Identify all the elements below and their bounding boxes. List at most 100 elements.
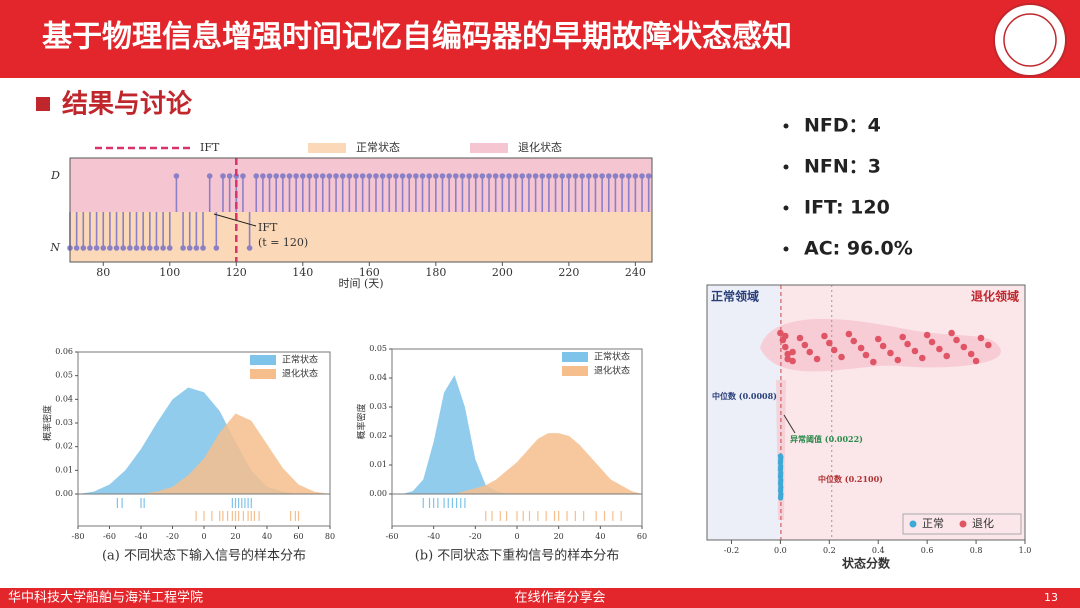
stem-marker (127, 245, 133, 251)
y-tick-label: 0.01 (55, 465, 73, 474)
score-point (948, 329, 955, 337)
x-tick-label: 0 (514, 532, 519, 541)
score-point (781, 343, 789, 351)
score-point (778, 470, 784, 476)
stem-marker (366, 173, 373, 179)
stem-marker (253, 173, 260, 179)
score-point (943, 352, 951, 360)
score-point (936, 345, 943, 353)
stem-marker (552, 173, 559, 179)
legend-dot (909, 520, 917, 528)
y-category: N (49, 241, 60, 254)
score-point (967, 350, 975, 358)
x-tick-label: 220 (558, 266, 579, 279)
degraded-band (70, 158, 652, 212)
stem-marker (605, 173, 612, 179)
x-axis-label: 状态分数 (842, 556, 891, 571)
stem-marker (313, 173, 319, 179)
stem-marker (80, 245, 87, 251)
legend-swatch (250, 355, 276, 365)
legend-swatch (470, 143, 508, 153)
stem-marker (619, 173, 625, 179)
stem-marker (639, 173, 645, 179)
y-tick-label: 0.03 (369, 402, 387, 411)
score-point (781, 332, 789, 340)
stem-marker (133, 245, 140, 251)
stem-marker (466, 173, 472, 179)
stem-marker (346, 173, 353, 179)
score-point (923, 331, 931, 339)
x-tick-label: 240 (625, 266, 646, 279)
y-tick-label: 0.00 (369, 489, 387, 498)
caption: (b) 不同状态下重构信号的样本分布 (415, 548, 620, 564)
logo-ring (1003, 13, 1057, 67)
stem-marker (173, 173, 180, 179)
footer-left: 华中科技大学船舶与海洋工程学院 (8, 590, 203, 606)
x-tick-label: -60 (386, 532, 399, 541)
stem-marker (599, 173, 605, 179)
score-point (879, 342, 887, 350)
region-label: 正常领域 (711, 289, 759, 304)
stem-marker (406, 173, 413, 179)
median-label: 中位数 (0.0008) (712, 391, 777, 401)
stem-marker (446, 173, 452, 179)
legend-box (902, 513, 1022, 535)
density-area (78, 413, 330, 494)
score-point (821, 332, 828, 340)
x-tick-label: -20 (166, 532, 179, 541)
stem-marker (492, 173, 499, 179)
stem-marker (273, 173, 279, 179)
x-tick-label: 0.4 (872, 546, 885, 555)
x-tick-label: 60 (293, 532, 303, 541)
stem-marker (566, 173, 572, 179)
stem-marker (459, 173, 466, 179)
y-tick-label: 0.04 (369, 373, 387, 382)
stem-marker (632, 173, 639, 179)
x-tick-label: 20 (554, 532, 564, 541)
stem-marker (512, 173, 519, 179)
score-point (778, 477, 784, 483)
x-tick-label: -20 (469, 532, 482, 541)
score-point (813, 355, 821, 363)
legend-label: 正常状态 (356, 140, 400, 154)
bullet (783, 246, 789, 252)
y-tick-label: 0.00 (55, 489, 73, 498)
y-tick-label: 0.02 (55, 442, 73, 451)
stem-marker (373, 173, 379, 179)
stem-marker (140, 245, 146, 251)
stem-marker (260, 173, 266, 179)
legend-swatch (562, 366, 588, 376)
footer-center: 在线作者分享会 (514, 590, 605, 606)
density-area (78, 387, 330, 494)
score-point (977, 334, 985, 342)
stem-marker (499, 173, 506, 179)
footer-bar (0, 588, 1080, 608)
stem-marker (625, 173, 632, 179)
x-axis-label: 时间 (天) (338, 277, 383, 290)
legend-label: 正常状态 (282, 354, 318, 366)
stem-marker (452, 173, 459, 179)
score-point (899, 333, 906, 341)
stem-marker (506, 173, 512, 179)
stem-marker (166, 245, 173, 251)
x-tick-label: -80 (72, 532, 85, 541)
stem-marker (147, 245, 153, 251)
score-point (911, 347, 919, 355)
metric: NFN：3 (804, 156, 881, 178)
stem-marker (379, 173, 386, 179)
stem-marker (246, 245, 253, 251)
x-tick-label: 0.0 (774, 546, 787, 555)
score-point (778, 491, 784, 497)
legend-label: 退化状态 (282, 368, 318, 380)
annotation: (t = 120) (258, 236, 308, 249)
score-point (918, 354, 926, 362)
density-area (392, 433, 642, 494)
score-point (960, 343, 968, 351)
stem-marker (73, 245, 80, 251)
stem-marker (280, 173, 286, 179)
score-point (953, 336, 960, 344)
stem-marker (180, 245, 186, 251)
score-point (874, 335, 882, 343)
metric: IFT: 120 (804, 197, 890, 219)
stem-marker (539, 173, 546, 179)
